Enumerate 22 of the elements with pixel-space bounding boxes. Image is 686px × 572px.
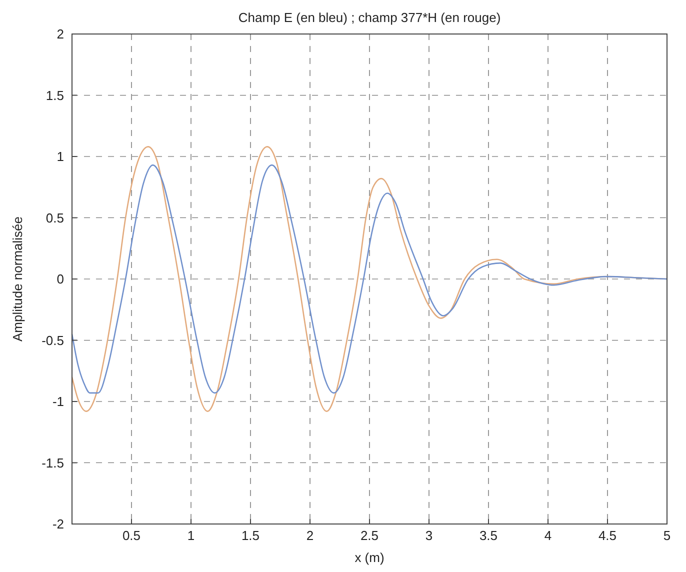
y-axis-title: Amplitude normalisée: [10, 216, 25, 342]
x-tick-label: 3: [425, 528, 433, 543]
x-axis-title: x (m): [354, 550, 384, 565]
y-tick-label: -0.5: [42, 332, 64, 348]
y-tick-label: -1: [52, 394, 64, 409]
x-tick-label: 5: [663, 528, 671, 543]
x-tick-label: 1.5: [241, 528, 260, 543]
y-tick-label: -2: [52, 516, 64, 532]
x-tick-label: 1: [187, 528, 195, 543]
y-tick-label: 1.5: [46, 88, 64, 103]
y-tick-label: 0.5: [46, 210, 64, 226]
x-tick-label: 2.5: [360, 528, 379, 543]
x-tick-label: 2: [306, 528, 314, 543]
x-tick-label: 3.5: [479, 528, 498, 543]
chart-title: Champ E (en bleu) ; champ 377*H (en rouge): [238, 10, 501, 25]
x-tick-label: 4.5: [598, 528, 617, 543]
y-tick-label: -1.5: [42, 455, 64, 470]
y-tick-label: 0: [56, 272, 64, 286]
x-tick-label: 4: [544, 528, 552, 543]
y-tick-label: 1: [56, 149, 64, 164]
y-tick-label: 2: [56, 26, 64, 42]
x-tick-label: 0.5: [122, 528, 141, 543]
